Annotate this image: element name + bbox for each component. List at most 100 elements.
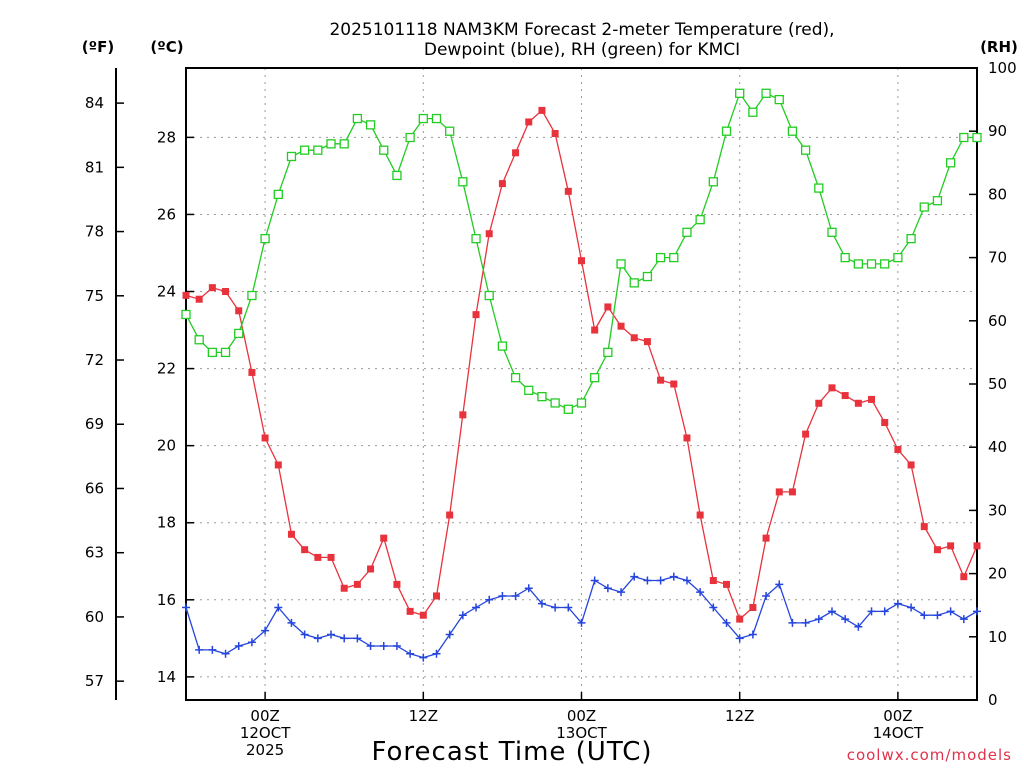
rh-point bbox=[959, 132, 969, 143]
rh-point bbox=[260, 233, 270, 244]
dewpoint-point bbox=[366, 642, 375, 651]
dewpoint-point bbox=[854, 622, 863, 631]
temperature-point bbox=[868, 395, 876, 403]
temperature-point bbox=[894, 446, 902, 454]
temperature-point bbox=[551, 130, 559, 138]
dewpoint-point bbox=[907, 603, 916, 612]
dewpoint-point bbox=[261, 626, 270, 635]
dewpoint-point bbox=[537, 599, 546, 608]
temperature-point bbox=[947, 542, 955, 550]
temperature-point bbox=[208, 284, 216, 292]
rh-point bbox=[550, 398, 560, 408]
dewpoint-point bbox=[419, 653, 428, 662]
celsius-axis: 14 16 18 20 22 24 26 28 bbox=[157, 128, 194, 686]
dewpoint-point bbox=[801, 618, 810, 627]
fahrenheit-tick-label: 63 bbox=[85, 544, 104, 562]
rh-point bbox=[299, 145, 310, 155]
rh-axis: 0 10 20 30 40 50 60 70 80 90 100 bbox=[969, 59, 1017, 709]
temperature-point bbox=[723, 580, 731, 588]
temperature-point bbox=[920, 523, 928, 531]
dewpoint-point bbox=[617, 588, 626, 597]
dewpoint-point bbox=[472, 603, 481, 612]
dewpoint-point bbox=[577, 618, 586, 627]
rh-point bbox=[405, 132, 415, 143]
rh-unit-label: (RH) bbox=[980, 38, 1018, 56]
dewpoint-point bbox=[432, 649, 441, 658]
celsius-tick-label: 14 bbox=[157, 668, 176, 686]
temperature-point bbox=[591, 326, 599, 334]
temperature-point bbox=[498, 180, 506, 188]
temperature-point bbox=[287, 530, 295, 538]
rh-tick-label: 60 bbox=[988, 312, 1007, 330]
rh-point bbox=[194, 335, 204, 345]
dewpoint-point bbox=[841, 615, 850, 624]
chart-title-line-1: 2025101118 NAM3KM Forecast 2-meter Tempe… bbox=[329, 20, 834, 40]
temperature-point bbox=[459, 411, 467, 419]
dewpoint-point bbox=[748, 630, 757, 639]
dewpoint-point bbox=[182, 603, 190, 612]
temperature-point bbox=[235, 307, 243, 315]
temperature-point bbox=[393, 580, 401, 588]
temperature-point bbox=[696, 511, 704, 519]
temperature-point bbox=[907, 461, 915, 469]
rh-point bbox=[735, 88, 745, 98]
rh-point bbox=[695, 215, 705, 225]
rh-point bbox=[392, 170, 402, 181]
credit-text: coolwx.com/models bbox=[847, 746, 1012, 764]
rh-point bbox=[313, 145, 323, 155]
x-axis-title: Forecast Time (UTC) bbox=[371, 737, 652, 767]
rh-point bbox=[365, 120, 376, 130]
time-tick-label: 14OCT bbox=[873, 724, 924, 742]
temperature-point bbox=[432, 592, 440, 600]
rh-point bbox=[220, 347, 231, 358]
rh-point bbox=[840, 252, 850, 263]
temperature-point bbox=[960, 573, 968, 581]
rh-point bbox=[629, 278, 639, 288]
dewpoint-point bbox=[300, 630, 309, 639]
rh-point bbox=[774, 94, 784, 105]
celsius-unit-label: (ºC) bbox=[150, 38, 183, 56]
dewpoint-point bbox=[959, 615, 968, 624]
rh-point bbox=[207, 347, 218, 358]
rh-point bbox=[484, 290, 494, 301]
temperature-point bbox=[841, 392, 849, 400]
rh-point bbox=[919, 202, 929, 212]
grid-lines bbox=[186, 68, 977, 700]
rh-point bbox=[866, 259, 877, 269]
rh-point bbox=[932, 196, 943, 206]
rh-point bbox=[524, 385, 534, 395]
temperature-point bbox=[604, 303, 612, 311]
rh-point bbox=[827, 227, 837, 237]
dewpoint-point bbox=[814, 615, 823, 624]
fahrenheit-unit-label: (ºF) bbox=[82, 38, 114, 56]
temperature-point bbox=[353, 580, 361, 588]
rh-point bbox=[603, 347, 613, 358]
dewpoint-point bbox=[827, 607, 836, 616]
rh-point bbox=[445, 126, 455, 136]
temperature-point bbox=[525, 118, 533, 126]
temperature-point bbox=[564, 187, 572, 195]
dewpoint-point bbox=[287, 618, 296, 627]
rh-point bbox=[721, 126, 732, 136]
rh-point bbox=[352, 113, 363, 124]
temperature-point bbox=[222, 288, 230, 296]
celsius-tick-label: 20 bbox=[157, 437, 176, 455]
fahrenheit-tick-label: 66 bbox=[85, 479, 104, 497]
dewpoint-point bbox=[722, 618, 731, 627]
dewpoint-point bbox=[195, 645, 204, 654]
time-tick-label: 00Z bbox=[567, 707, 596, 725]
chart-title-line-2: Dewpoint (blue), RH (green) for KMCI bbox=[424, 40, 740, 60]
temperature-point bbox=[802, 430, 810, 438]
rh-point bbox=[669, 252, 679, 263]
dewpoint-point bbox=[682, 576, 691, 585]
temperature-point bbox=[314, 553, 322, 561]
dewpoint-point bbox=[445, 630, 454, 639]
temperature-point bbox=[248, 368, 256, 376]
temperature-point bbox=[340, 584, 348, 592]
dewpoint-point bbox=[379, 642, 388, 651]
rh-tick-label: 90 bbox=[988, 122, 1007, 140]
fahrenheit-tick-label: 69 bbox=[85, 415, 104, 433]
rh-point bbox=[181, 309, 191, 320]
dewpoint-point bbox=[340, 634, 349, 643]
